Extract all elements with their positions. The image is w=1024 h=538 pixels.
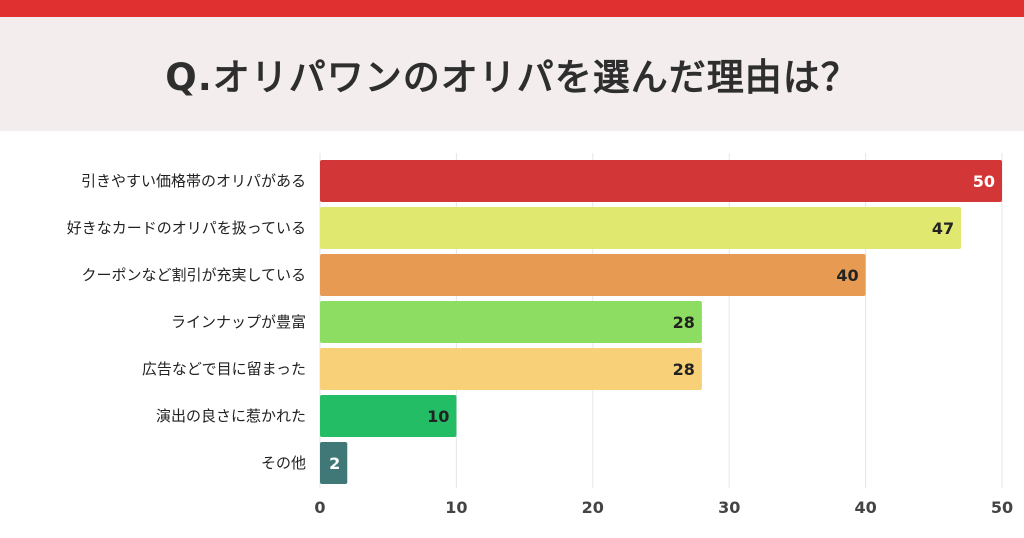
value-label: 2 — [329, 454, 340, 473]
value-label: 28 — [673, 360, 695, 379]
x-tick-label: 40 — [854, 498, 876, 517]
category-label: クーポンなど割引が充実している — [81, 266, 306, 284]
bar-chart: 引きやすい価格帯のオリパがある好きなカードのオリパを扱っているクーポンなど割引が… — [67, 153, 1013, 517]
bar — [320, 442, 348, 484]
bar — [320, 395, 457, 437]
top-accent-bar — [0, 0, 1024, 17]
bar — [320, 254, 866, 296]
value-labels: 50 47 40 28 28 10 2 — [329, 172, 995, 473]
title-band: Q.オリパワンのオリパを選んだ理由は？ — [0, 17, 1024, 131]
value-label: 40 — [836, 266, 858, 285]
category-label: その他 — [261, 454, 306, 472]
bar — [320, 301, 702, 343]
bars — [320, 160, 1002, 484]
x-tick-label: 50 — [991, 498, 1013, 517]
category-label: 演出の良さに惹かれた — [156, 407, 306, 425]
x-tick-label: 0 — [314, 498, 325, 517]
x-tick-label: 20 — [582, 498, 604, 517]
bar — [320, 207, 962, 249]
value-label: 10 — [427, 407, 449, 426]
value-label: 50 — [973, 172, 995, 191]
category-label: ラインナップが豊富 — [171, 313, 306, 331]
x-tick-label: 10 — [445, 498, 467, 517]
bar — [320, 348, 702, 390]
category-label: 広告などで目に留まった — [142, 360, 306, 378]
x-tick-label: 30 — [718, 498, 740, 517]
value-label: 47 — [932, 219, 954, 238]
bar — [320, 160, 1002, 202]
value-label: 28 — [673, 313, 695, 332]
x-axis-ticks: 0 10 20 30 40 50 — [314, 498, 1013, 517]
category-label: 好きなカードのオリパを扱っている — [67, 219, 306, 237]
category-label: 引きやすい価格帯のオリパがある — [81, 172, 306, 190]
category-labels: 引きやすい価格帯のオリパがある好きなカードのオリパを扱っているクーポンなど割引が… — [67, 172, 306, 472]
chart-title: Q.オリパワンのオリパを選んだ理由は？ — [165, 56, 859, 99]
